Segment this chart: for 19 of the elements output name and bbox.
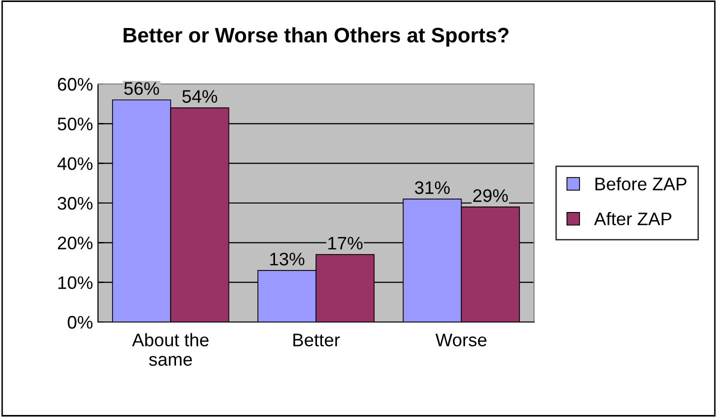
y-tick-label: 60% xyxy=(58,78,92,91)
legend-label: After ZAP xyxy=(594,212,672,226)
x-tick-label: About the same xyxy=(132,333,209,366)
data-label: 54% xyxy=(182,90,218,103)
data-label: 31% xyxy=(414,181,450,194)
x-tick-label: Worse xyxy=(435,334,486,346)
data-label: 13% xyxy=(270,252,304,266)
x-tick-label: Better xyxy=(293,334,340,346)
y-tick-label: 20% xyxy=(58,236,92,250)
data-label: 29% xyxy=(473,189,508,202)
y-tick-label: 50% xyxy=(58,118,92,130)
data-label: 17% xyxy=(328,236,362,250)
chart-title: Better or Worse than Others at Sports? xyxy=(124,27,509,47)
y-tick-label: 0% xyxy=(68,316,92,329)
data-label: 56% xyxy=(124,82,160,95)
y-tick-label: 30% xyxy=(58,196,92,210)
y-tick-label: 40% xyxy=(57,157,92,170)
legend-label: Before ZAP xyxy=(596,177,686,190)
y-tick-label: 10% xyxy=(58,276,92,290)
